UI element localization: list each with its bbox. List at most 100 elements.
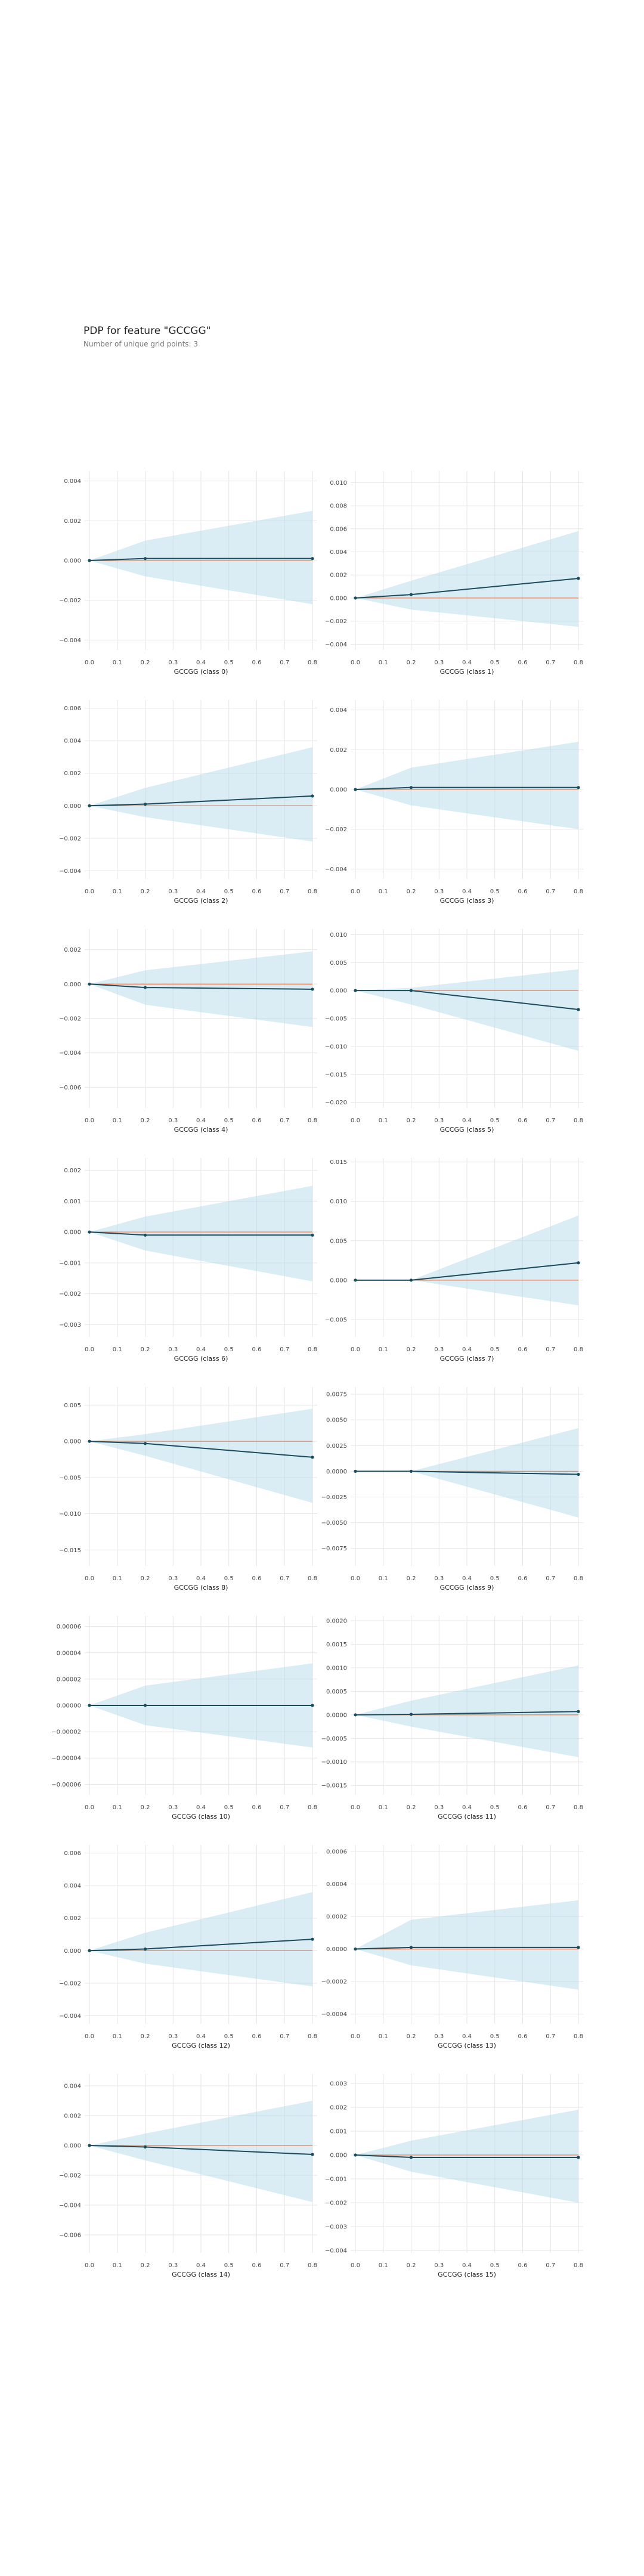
- x-tick-label: 0.7: [280, 1804, 289, 1811]
- x-tick-label: 0.1: [113, 2262, 122, 2269]
- x-tick-label: 0.6: [518, 1575, 528, 1582]
- pdp-point: [311, 2153, 314, 2156]
- x-tick-label: 0.0: [351, 660, 360, 666]
- pdp-point: [354, 1278, 357, 1282]
- pdp-panel-class-1: 0.0 0.1 0.2 0.3 0.4 0.5 0.6 0.7 0.8 −0.004 −0.002 0…: [325, 471, 583, 676]
- y-tick-label: 0.008: [330, 503, 347, 510]
- x-tick-label: 0.0: [85, 2262, 94, 2269]
- x-axis-label: GCCGG (class 0): [174, 668, 228, 676]
- x-tick-label: 0.8: [308, 888, 317, 895]
- x-tick-label: 0.2: [141, 1804, 150, 1811]
- y-tick-label: −0.0010: [321, 1759, 347, 1766]
- y-tick-label: −0.004: [59, 1050, 81, 1057]
- y-tick-label: −0.004: [59, 2013, 81, 2020]
- x-tick-label: 0.0: [85, 1575, 94, 1582]
- y-tick-label: 0.0000: [326, 1712, 347, 1719]
- pdp-point: [143, 1704, 147, 1707]
- x-tick-label: 0.2: [407, 888, 416, 895]
- x-axis-label: GCCGG (class 4): [174, 1126, 228, 1134]
- confidence-band: [355, 2110, 578, 2203]
- x-tick-label: 0.0: [85, 888, 94, 895]
- pdp-point: [311, 1233, 314, 1237]
- x-axis-label: GCCGG (class 5): [440, 1126, 494, 1134]
- confidence-band: [89, 1892, 312, 1987]
- y-tick-label: 0.001: [330, 2129, 347, 2135]
- pdp-point: [577, 2156, 580, 2159]
- x-tick-label: 0.7: [280, 2262, 289, 2269]
- pdp-point: [577, 1710, 580, 1713]
- pdp-point: [88, 804, 91, 807]
- y-tick-label: 0.000: [64, 1230, 81, 1236]
- y-tick-label: 0.000: [330, 595, 347, 602]
- x-tick-label: 0.2: [141, 1117, 150, 1124]
- x-tick-label: 0.1: [379, 2033, 388, 2040]
- x-tick-label: 0.7: [546, 1346, 555, 1353]
- x-tick-label: 0.5: [490, 2033, 500, 2040]
- y-tick-label: 0.00004: [57, 1650, 81, 1657]
- x-tick-label: 0.4: [462, 888, 472, 895]
- y-tick-label: 0.004: [330, 707, 347, 714]
- x-tick-label: 0.8: [574, 1346, 583, 1353]
- x-tick-label: 0.6: [518, 660, 528, 666]
- x-tick-label: 0.8: [308, 1804, 317, 1811]
- x-tick-label: 0.3: [168, 1117, 178, 1124]
- x-tick-label: 0.1: [379, 1117, 388, 1124]
- x-tick-label: 0.1: [113, 1346, 122, 1353]
- y-tick-label: −0.015: [59, 1547, 81, 1554]
- y-tick-label: −0.002: [59, 835, 81, 842]
- y-tick-label: −0.0002: [321, 1979, 347, 1986]
- x-tick-label: 0.2: [141, 1575, 150, 1582]
- y-tick-label: −0.001: [59, 1260, 81, 1267]
- confidence-band: [89, 1408, 312, 1503]
- y-tick-label: 0.0000: [326, 1469, 347, 1475]
- y-tick-label: −0.006: [59, 1085, 81, 1091]
- pdp-point: [577, 577, 580, 580]
- x-tick-label: 0.8: [308, 1117, 317, 1124]
- y-tick-label: −0.002: [325, 618, 347, 625]
- y-tick-label: −0.002: [59, 1291, 81, 1298]
- x-tick-label: 0.2: [407, 660, 416, 666]
- pdp-point: [577, 1261, 580, 1265]
- pdp-point: [409, 989, 413, 992]
- pdp-point: [354, 596, 357, 600]
- x-tick-label: 0.3: [434, 660, 444, 666]
- y-tick-label: 0.006: [64, 1850, 81, 1857]
- x-tick-label: 0.2: [141, 888, 150, 895]
- x-tick-label: 0.1: [113, 1117, 122, 1124]
- confidence-band: [89, 2101, 312, 2202]
- y-tick-label: 0.002: [64, 1915, 81, 1922]
- y-tick-label: 0.000: [330, 787, 347, 794]
- y-tick-label: 0.000: [64, 558, 81, 565]
- x-tick-label: 0.4: [462, 660, 472, 666]
- pdp-point: [409, 2156, 413, 2159]
- x-tick-label: 0.1: [113, 1575, 122, 1582]
- x-tick-label: 0.3: [168, 888, 178, 895]
- x-tick-label: 0.6: [518, 888, 528, 895]
- y-tick-label: 0.00000: [57, 1703, 81, 1710]
- pdp-point: [354, 1713, 357, 1717]
- pdp-panel-class-13: 0.0 0.1 0.2 0.3 0.4 0.5 0.6 0.7 0.8 −0.0004 −0.000…: [321, 1845, 583, 2049]
- y-tick-label: 0.000: [64, 803, 81, 810]
- x-tick-label: 0.6: [252, 1575, 262, 1582]
- y-tick-label: −0.002: [59, 1016, 81, 1023]
- confidence-band: [355, 531, 578, 627]
- y-tick-label: −0.00002: [51, 1729, 81, 1736]
- pdp-point: [311, 1456, 314, 1459]
- y-tick-label: −0.002: [59, 597, 81, 604]
- x-tick-label: 0.1: [379, 1575, 388, 1582]
- x-tick-label: 0.4: [196, 2033, 206, 2040]
- y-tick-label: −0.003: [59, 1322, 81, 1329]
- x-tick-label: 0.4: [462, 2033, 472, 2040]
- confidence-band: [89, 951, 312, 1027]
- pdp-panel-class-7: 0.0 0.1 0.2 0.3 0.4 0.5 0.6 0.7 0.8 −0.005 0.000 0.…: [325, 1158, 583, 1363]
- x-tick-label: 0.8: [574, 2262, 583, 2269]
- pdp-point: [354, 989, 357, 992]
- x-tick-label: 0.3: [168, 1575, 178, 1582]
- x-tick-label: 0.5: [224, 1117, 234, 1124]
- y-tick-label: 0.005: [330, 960, 347, 967]
- x-tick-label: 0.0: [351, 1346, 360, 1353]
- pdp-point: [143, 557, 147, 561]
- x-tick-label: 0.1: [113, 2033, 122, 2040]
- pdp-point: [143, 986, 147, 989]
- x-tick-label: 0.5: [490, 888, 500, 895]
